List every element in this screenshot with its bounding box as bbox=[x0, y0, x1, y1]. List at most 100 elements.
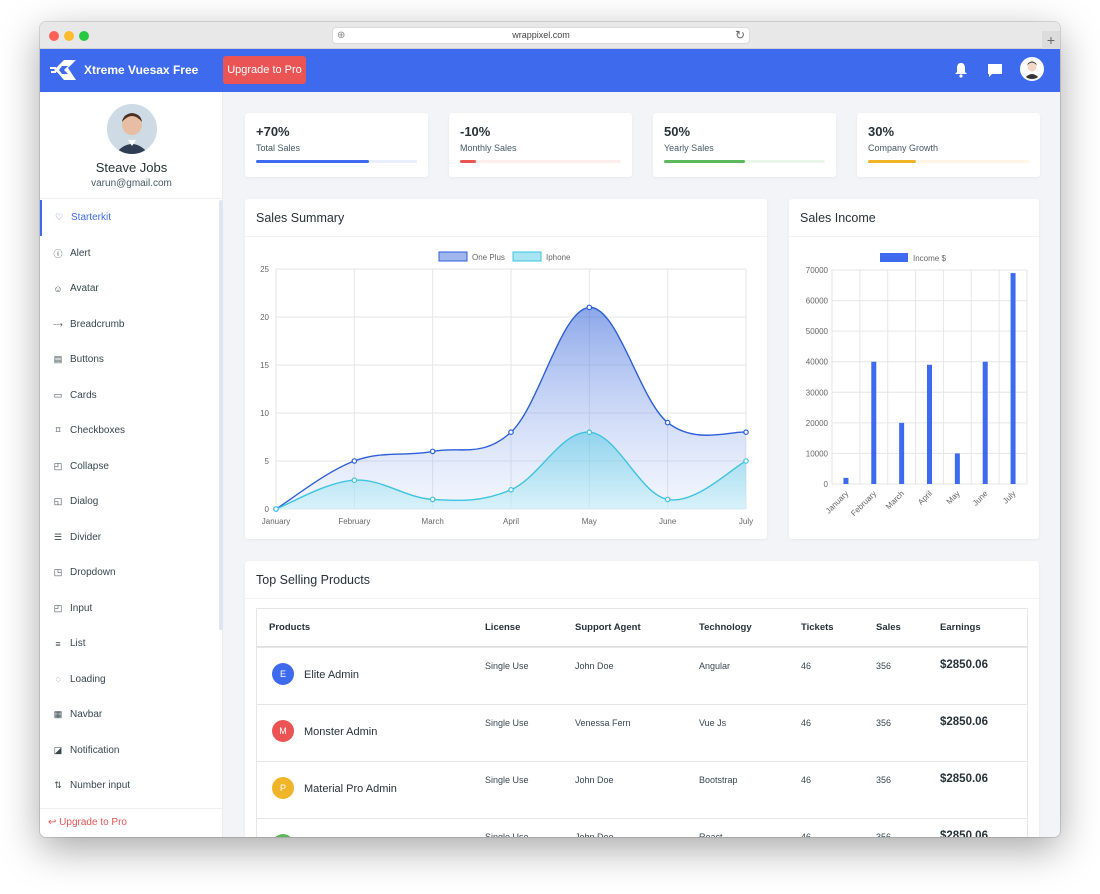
sidebar-item-label: List bbox=[70, 638, 86, 650]
table-row[interactable]: Single Use John Doe React 46 356 $2850.06 bbox=[257, 818, 1027, 837]
sidebar-item-avatar[interactable]: ☺ Avatar bbox=[40, 271, 218, 307]
bell-icon[interactable] bbox=[954, 62, 968, 78]
info-icon: ⓘ bbox=[53, 248, 63, 259]
minimize-window-button[interactable] bbox=[64, 31, 74, 41]
x-tick-label: June bbox=[659, 517, 677, 526]
zoom-window-button[interactable] bbox=[79, 31, 89, 41]
y-tick-label: 10 bbox=[260, 409, 269, 418]
column-header-products[interactable]: Products bbox=[269, 622, 311, 633]
sidebar-item-label: Checkboxes bbox=[70, 425, 126, 437]
address-url: wrappixel.com bbox=[512, 30, 570, 40]
stat-progress-track bbox=[460, 160, 621, 163]
table-row[interactable]: E Elite Admin Single Use John Doe Angular 46 3… bbox=[257, 647, 1027, 704]
y-tick-label: 50000 bbox=[806, 327, 829, 336]
column-header-support-agent[interactable]: Support Agent bbox=[575, 622, 641, 633]
table-row[interactable]: M Monster Admin Single Use Venessa Fern Vue … bbox=[257, 704, 1027, 761]
series-area-one-plus bbox=[276, 307, 746, 509]
stat-value: 30% bbox=[868, 124, 895, 139]
sidebar-item-navbar[interactable]: ▦ Navbar bbox=[40, 697, 218, 733]
cell-agent: John Doe bbox=[575, 832, 614, 837]
sidebar-item-dialog[interactable]: ◱ Dialog bbox=[40, 484, 218, 520]
sidebar-item-label: Collapse bbox=[70, 460, 109, 472]
data-point bbox=[743, 429, 749, 436]
data-point bbox=[586, 429, 593, 436]
loading-icon: ◌ bbox=[55, 674, 61, 685]
y-tick-label: 70000 bbox=[806, 266, 829, 275]
data-point bbox=[664, 419, 671, 426]
cell-agent: John Doe bbox=[575, 775, 614, 785]
sales-income-chart: 0 10000 20000 30000 40000 50000 60000 70000 Janu… bbox=[806, 253, 1028, 518]
cell-tickets: 46 bbox=[801, 661, 812, 671]
stat-progress-fill bbox=[664, 160, 745, 163]
data-point bbox=[273, 506, 279, 512]
sidebar-item-notification[interactable]: ◪ Notification bbox=[40, 733, 218, 769]
sidebar-item-list[interactable]: ≡ List bbox=[40, 626, 218, 662]
navbar-icon: ▦ bbox=[53, 709, 63, 720]
cell-sales: 356 bbox=[876, 661, 892, 671]
sidebar-nav: ♡ Starterkit ⓘ Alert ☺ Avatar ⤏ Breadcrumb ▤ Butt… bbox=[40, 200, 218, 804]
product-name: Monster Admin bbox=[304, 726, 378, 738]
stat-card: -10% Monthly Sales bbox=[449, 113, 632, 177]
sidebar-item-alert[interactable]: ⓘ Alert bbox=[40, 236, 218, 272]
column-header-license[interactable]: License bbox=[485, 622, 521, 633]
brand-logo-icon[interactable] bbox=[50, 57, 78, 83]
brand-name[interactable]: Xtreme Vuesax Free bbox=[84, 63, 199, 77]
sales-income-title: Sales Income bbox=[800, 211, 876, 225]
browser-window: ⊕ wrappixel.com ↻ + Xtreme Vuesax Free U… bbox=[40, 22, 1060, 837]
cell-license: Single Use bbox=[485, 661, 529, 671]
sidebar-scrollbar[interactable] bbox=[219, 200, 223, 630]
top-selling-products-card: Top Selling Products Products License Supp… bbox=[245, 561, 1039, 837]
sidebar-item-label: Dialog bbox=[70, 496, 99, 508]
sidebar-item-divider[interactable]: ☰ Divider bbox=[40, 520, 218, 556]
sidebar-item-loading[interactable]: ◌ Loading bbox=[40, 662, 218, 698]
sidebar-item-input[interactable]: ◰ Input bbox=[40, 591, 218, 627]
column-header-sales[interactable]: Sales bbox=[876, 622, 901, 633]
privacy-shield-icon[interactable]: ⊕ bbox=[337, 30, 346, 41]
sidebar-item-breadcrumb[interactable]: ⤏ Breadcrumb bbox=[40, 307, 218, 343]
legend-label: One Plus bbox=[472, 253, 505, 262]
upgrade-to-pro-button[interactable]: Upgrade to Pro bbox=[223, 56, 306, 84]
sidebar-item-label: Navbar bbox=[70, 709, 103, 721]
column-header-technology[interactable]: Technology bbox=[699, 622, 752, 633]
sidebar-item-starterkit[interactable]: ♡ Starterkit bbox=[40, 200, 218, 236]
user-avatar[interactable] bbox=[1020, 57, 1044, 81]
data-point bbox=[351, 458, 358, 464]
stat-progress-fill bbox=[460, 160, 477, 163]
sidebar-upgrade-link[interactable]: ↩ Upgrade to Pro bbox=[40, 808, 223, 837]
close-window-button[interactable] bbox=[49, 31, 59, 41]
column-header-earnings[interactable]: Earnings bbox=[940, 622, 981, 633]
data-point bbox=[429, 448, 436, 455]
sidebar-item-collapse[interactable]: ◰ Collapse bbox=[40, 449, 218, 485]
address-bar[interactable]: ⊕ wrappixel.com ↻ bbox=[332, 27, 750, 44]
stat-progress-fill bbox=[256, 160, 369, 163]
sidebar-item-label: Avatar bbox=[70, 283, 99, 295]
cell-license: Single Use bbox=[485, 718, 529, 728]
sidebar: Steave Jobs varun@gmail.com ♡ Starterkit ⓘ… bbox=[40, 92, 223, 837]
column-header-tickets[interactable]: Tickets bbox=[801, 622, 834, 633]
profile-avatar[interactable] bbox=[107, 104, 157, 154]
sidebar-item-dropdown[interactable]: ◳ Dropdown bbox=[40, 555, 218, 591]
sidebar-item-label: Notification bbox=[70, 744, 120, 756]
reload-icon[interactable]: ↻ bbox=[734, 28, 745, 42]
new-tab-button[interactable]: + bbox=[1042, 31, 1060, 49]
heart-icon: ♡ bbox=[54, 212, 64, 223]
y-tick-label: 25 bbox=[260, 265, 269, 274]
product-badge: P bbox=[272, 777, 294, 799]
series-area-iphone bbox=[276, 432, 746, 509]
x-tick-label: January bbox=[262, 517, 290, 526]
table-row[interactable]: P Material Pro Admin Single Use John Doe Boo… bbox=[257, 761, 1027, 818]
sidebar-item-checkboxes[interactable]: ⌑ Checkboxes bbox=[40, 413, 218, 449]
x-tick-label: May bbox=[582, 517, 597, 526]
sidebar-item-number-input[interactable]: ⇅ Number input bbox=[40, 768, 218, 804]
message-icon[interactable] bbox=[987, 63, 1003, 78]
bar-june bbox=[982, 361, 988, 484]
bar-february bbox=[871, 361, 877, 484]
sidebar-item-buttons[interactable]: ▤ Buttons bbox=[40, 342, 218, 378]
x-tick-label: March bbox=[884, 489, 906, 511]
bar-april bbox=[927, 364, 932, 484]
legend-label: Income $ bbox=[913, 254, 946, 263]
stat-value: +70% bbox=[256, 124, 290, 139]
sidebar-item-cards[interactable]: ▭ Cards bbox=[40, 378, 218, 414]
cell-license: Single Use bbox=[485, 832, 529, 837]
y-tick-label: 0 bbox=[824, 480, 829, 489]
